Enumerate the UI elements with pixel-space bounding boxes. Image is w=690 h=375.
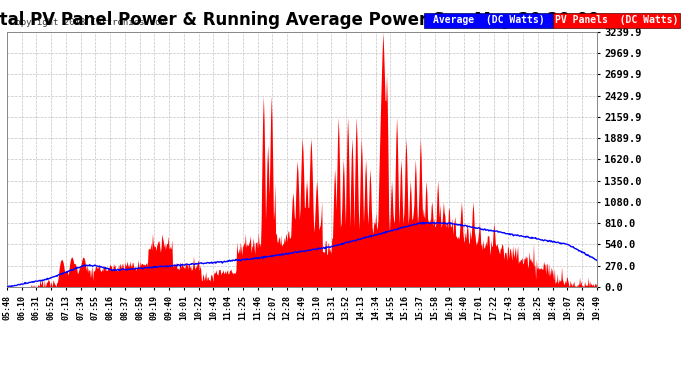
- Text: PV Panels  (DC Watts): PV Panels (DC Watts): [555, 15, 678, 25]
- Text: Copyright 2018 Cartronics.com: Copyright 2018 Cartronics.com: [10, 18, 166, 27]
- Text: Average  (DC Watts): Average (DC Watts): [433, 15, 544, 25]
- Text: Total PV Panel Power & Running Average Power Sun May 20 20:09: Total PV Panel Power & Running Average P…: [0, 11, 600, 29]
